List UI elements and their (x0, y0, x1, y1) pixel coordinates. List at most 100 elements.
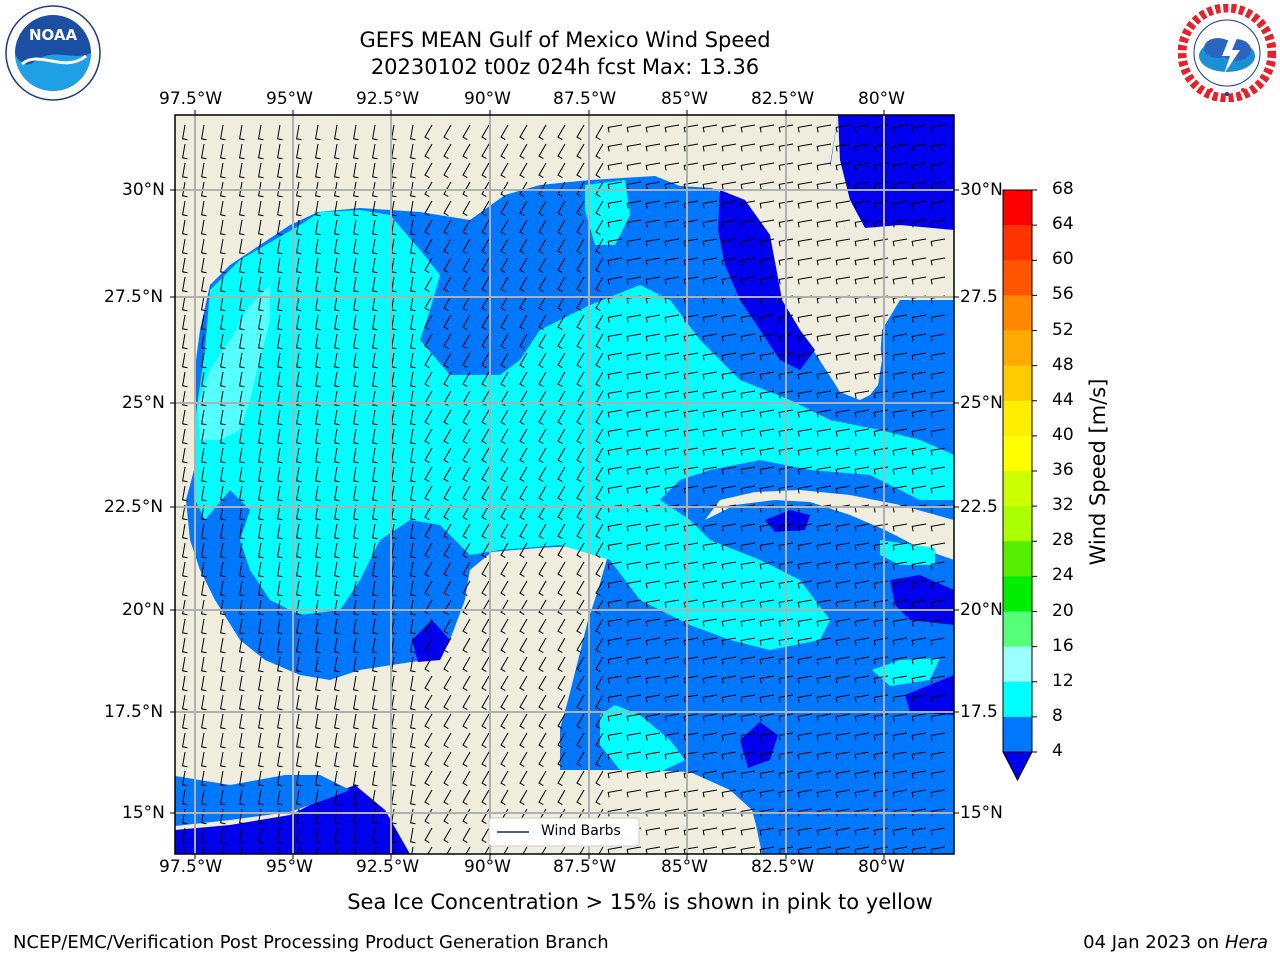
wind-barb (854, 789, 870, 798)
wind-barb (258, 371, 264, 388)
wind-barb (443, 542, 452, 559)
map-gridlines (175, 115, 954, 854)
wind-barb (220, 637, 226, 654)
wind-barb (315, 485, 321, 502)
wind-barb (576, 561, 585, 578)
wind-barb (721, 371, 737, 380)
wind-barb (239, 447, 245, 464)
wind-barb (721, 770, 737, 779)
colorbar-bin (1003, 295, 1032, 331)
wind-barb (778, 618, 794, 627)
wind-barb (759, 618, 775, 627)
wind-barb (721, 276, 737, 285)
wind-barb (538, 599, 547, 616)
wind-barb (462, 751, 471, 768)
wind-barb (645, 162, 661, 171)
wind-barb (296, 162, 302, 179)
wind-barb (353, 637, 359, 654)
wind-barb (538, 485, 547, 502)
wind-barb (410, 371, 416, 388)
wind-barb (424, 219, 433, 236)
wind-barb (930, 371, 946, 380)
wind-barb (410, 219, 416, 236)
wind-barb (239, 390, 245, 407)
wind-barb (626, 238, 642, 247)
wind-barb (372, 390, 378, 407)
wind-barb (519, 314, 528, 331)
wind-barb (424, 447, 433, 464)
wind-barb (353, 314, 359, 331)
lon-label-top-4: 90°W (464, 89, 511, 109)
wind-barb (481, 656, 490, 673)
wind-barb (816, 808, 832, 817)
wind-barb (892, 143, 908, 152)
wind-barb (740, 124, 756, 133)
wind-barb (740, 656, 756, 665)
wind-barb (500, 656, 509, 673)
wind-barb (778, 561, 794, 570)
wind-barb (220, 143, 226, 160)
wind-barb (930, 827, 946, 836)
wind-barb (740, 618, 756, 627)
wind-barb (911, 599, 927, 608)
wind-barb (258, 352, 264, 369)
wind-barb (258, 447, 264, 464)
wind-barb (443, 428, 452, 445)
wind-barb (911, 542, 927, 551)
wind-barb (645, 276, 661, 285)
wind-barb (519, 333, 528, 350)
wind-barb (645, 428, 661, 437)
wind-barb (892, 732, 908, 741)
wind-barb (607, 257, 623, 266)
wind-barb (892, 713, 908, 722)
wind-barb (334, 447, 340, 464)
wind-barb (182, 352, 188, 369)
wind-barb (683, 352, 699, 361)
wind-barb (315, 713, 321, 730)
wind-barb (220, 599, 226, 616)
wind-barb (443, 181, 452, 198)
wind-barb (500, 542, 509, 559)
wind-barb (410, 466, 416, 483)
wind-barb (538, 580, 547, 597)
wind-barb (182, 466, 188, 483)
wind-barb (892, 656, 908, 665)
wind-barb (835, 580, 851, 589)
wind-barb (315, 200, 321, 217)
wind-barb (443, 637, 452, 654)
wind-barb (759, 466, 775, 475)
wind-barb (462, 409, 471, 426)
wind-barb (424, 371, 433, 388)
wind-barb (201, 637, 207, 654)
wind-barb (239, 751, 245, 768)
wind-barb (443, 295, 452, 312)
wind-barb (297, 846, 300, 854)
wind-barb (835, 618, 851, 627)
wind-barb (607, 846, 623, 854)
wind-barb (481, 333, 490, 350)
wind-barb (372, 675, 378, 692)
wind-barb (740, 314, 756, 323)
wind-barb (519, 238, 528, 255)
wind-barb (315, 314, 321, 331)
wind-barb (182, 200, 188, 217)
wind-barb (277, 713, 283, 730)
wind-barb (277, 694, 283, 711)
wind-barb (930, 580, 946, 589)
wind-barb (372, 466, 378, 483)
wind-barb (721, 390, 737, 399)
wind-barb (835, 219, 851, 228)
wind-barb (816, 466, 832, 475)
wind-barb (778, 143, 794, 152)
wind-barb (220, 238, 226, 255)
wind-barb (220, 276, 226, 293)
wind-barb (607, 637, 623, 646)
wind-barb (277, 770, 283, 787)
wind-barb (721, 466, 737, 475)
wind-barb (538, 675, 547, 692)
wind-barb (645, 238, 661, 247)
wind-barb (930, 219, 946, 228)
map-title-line2: 20230102 t00z 024h fcst Max: 13.36 (370, 55, 760, 79)
colorbar-extend-triangle (1002, 751, 1033, 782)
wind-barb (353, 827, 359, 844)
